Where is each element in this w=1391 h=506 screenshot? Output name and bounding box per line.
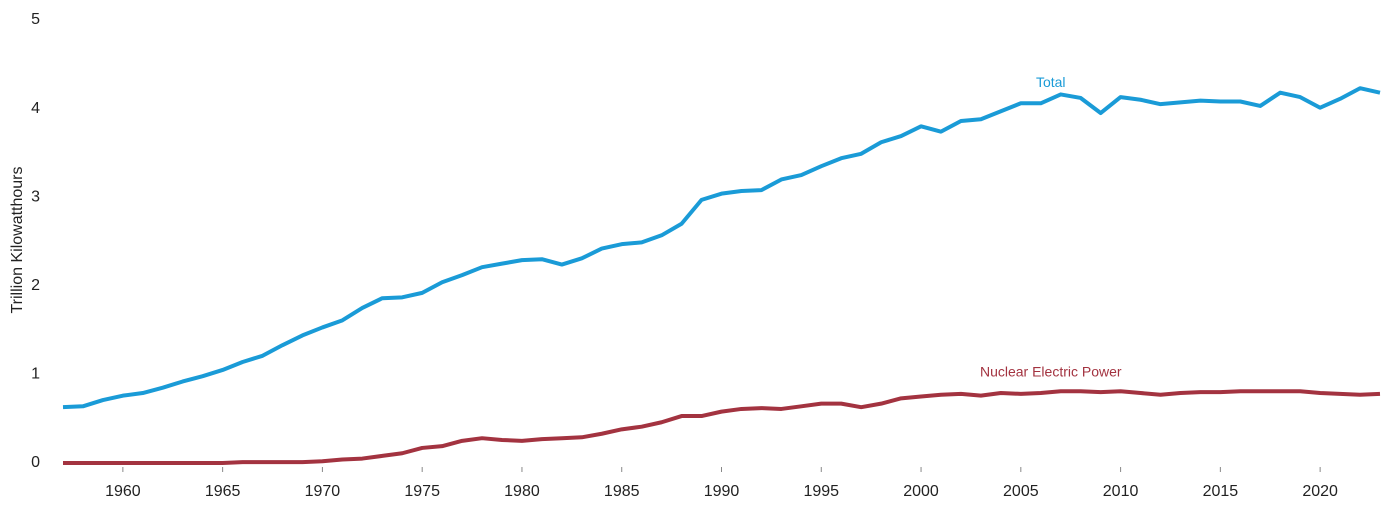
x-tick-label: 1960 (105, 483, 141, 500)
y-tick-label: 1 (31, 366, 40, 383)
x-tick-label: 1990 (704, 483, 740, 500)
x-tick-label: 2000 (903, 483, 939, 500)
y-tick-label: 4 (31, 100, 40, 117)
series-line (62, 86, 1381, 410)
x-tick-label: 1970 (305, 483, 341, 500)
x-tick-label: 1985 (604, 483, 640, 500)
y-tick-label: 5 (31, 11, 40, 28)
y-tick-label: 2 (31, 277, 40, 294)
x-tick-label: 2010 (1103, 483, 1139, 500)
series-line (63, 389, 1381, 465)
x-tick-label: 1965 (205, 483, 241, 500)
y-tick-label: 3 (31, 188, 40, 205)
x-tick-label: 1980 (504, 483, 540, 500)
x-tick-label: 2015 (1203, 483, 1239, 500)
x-tick-label: 1975 (404, 483, 440, 500)
x-tick-label: 2005 (1003, 483, 1039, 500)
y-axis-label: Trillion Kilowatthours (9, 166, 26, 313)
y-tick-label: 0 (31, 454, 40, 471)
x-tick-label: 2020 (1302, 483, 1338, 500)
series-label: Nuclear Electric Power (980, 364, 1122, 380)
x-tick-label: 1995 (803, 483, 839, 500)
series-label: Total (1036, 74, 1066, 90)
